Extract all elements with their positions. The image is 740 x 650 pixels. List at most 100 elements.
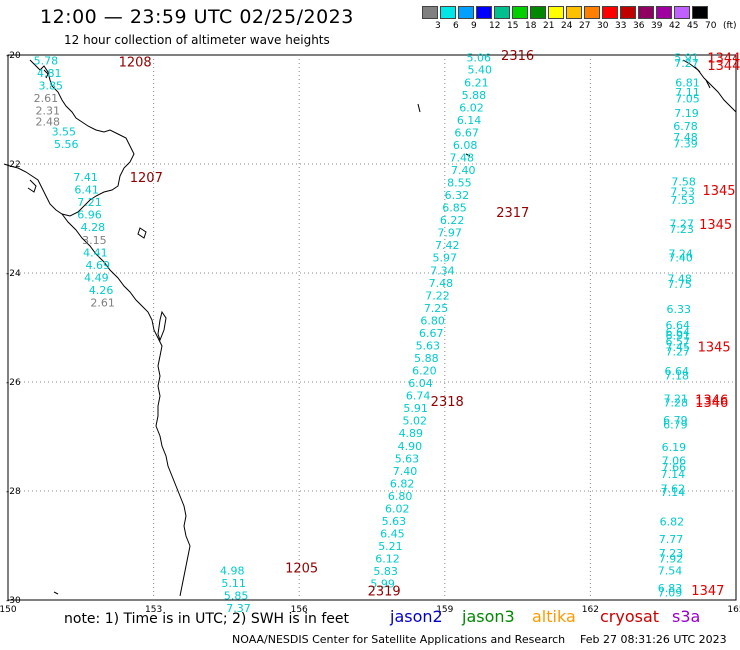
color-scale-label: 3 xyxy=(435,21,441,31)
color-scale-label: 12 xyxy=(489,21,501,31)
wave-height-value: 7.92 xyxy=(659,553,684,566)
island-fraser xyxy=(157,310,167,342)
wave-height-value: 4.98 xyxy=(220,565,245,578)
wave-height-value: 7.48 xyxy=(673,131,698,144)
wave-height-value: 7.77 xyxy=(659,533,684,546)
wave-height-value: 7.54 xyxy=(658,565,683,578)
lat-tick-label: -30 xyxy=(6,596,21,606)
satellite-legend-item: altika xyxy=(532,607,576,626)
australia-coastline-south xyxy=(61,213,191,597)
wave-height-value: 7.40 xyxy=(451,164,476,177)
wave-height-value: 6.32 xyxy=(445,189,470,202)
wave-height-value: 5.40 xyxy=(467,64,492,77)
wave-height-value: 7.27 xyxy=(674,57,699,70)
islet-1 xyxy=(417,103,421,113)
color-swatch xyxy=(602,6,618,19)
wave-height-value: 6.80 xyxy=(420,314,445,327)
wave-height-value: 6.82 xyxy=(660,516,685,529)
wave-height-value: 4.26 xyxy=(89,284,114,297)
lon-tick-label: 156 xyxy=(291,605,308,615)
color-swatch xyxy=(422,6,438,19)
color-swatch xyxy=(476,6,492,19)
wave-height-value: 5.78 xyxy=(34,54,59,67)
wave-height-value: 7.41 xyxy=(73,171,98,184)
pass-time-label: 2317 xyxy=(496,206,529,221)
wave-height-value: 6.78 xyxy=(673,120,698,133)
color-swatch xyxy=(494,6,510,19)
pass-time-label: 1346 xyxy=(695,393,728,408)
wave-height-value: 7.58 xyxy=(671,175,696,188)
wave-height-value: 7.21 xyxy=(77,196,102,209)
wave-height-value: 5.21 xyxy=(378,540,403,553)
color-swatch xyxy=(458,6,474,19)
pass-time-label: 1347 xyxy=(691,584,724,599)
lat-tick-label: -28 xyxy=(6,487,21,497)
wave-height-value: 6.04 xyxy=(408,377,433,390)
wave-height-value: 7.19 xyxy=(674,107,699,120)
wave-height-value: 6.45 xyxy=(380,528,405,541)
wave-height-value: 3.15 xyxy=(82,234,107,247)
wave-height-value: 6.82 xyxy=(390,477,415,490)
wave-height-value: 6.19 xyxy=(662,441,687,454)
color-swatch xyxy=(656,6,672,19)
wave-height-value: 6.02 xyxy=(459,101,484,114)
wave-height-value: 6.02 xyxy=(385,502,410,515)
wave-height-value: 6.41 xyxy=(74,184,99,197)
wave-height-value: 5.91 xyxy=(403,402,428,415)
wave-height-value: 6.22 xyxy=(440,214,465,227)
wave-height-value: 6.79 xyxy=(663,414,688,427)
pass-time-label: 2319 xyxy=(368,585,401,600)
color-scale-label: 42 xyxy=(669,21,681,31)
pass-time-label: 1208 xyxy=(119,56,152,71)
color-swatch xyxy=(584,6,600,19)
pass-time-label: 1345 xyxy=(702,184,735,199)
wave-height-value: 7.28 xyxy=(664,397,689,410)
color-swatch xyxy=(548,6,564,19)
wave-height-value: 6.96 xyxy=(77,209,102,222)
lat-tick-label: -22 xyxy=(6,160,21,170)
islet-2 xyxy=(465,153,471,157)
wave-height-value: 6.33 xyxy=(666,303,691,316)
wave-height-value: 2.31 xyxy=(36,105,61,118)
pass-time-label: 1205 xyxy=(285,561,318,576)
wave-height-value: 6.79 xyxy=(663,419,688,432)
pass-time-label: 1344 xyxy=(707,52,740,67)
wave-height-value: 5.83 xyxy=(373,565,398,578)
wave-height-value: 7.53 xyxy=(670,185,695,198)
new-caledonia xyxy=(682,59,737,113)
wave-height-value: 2.61 xyxy=(34,92,59,105)
wave-height-value: 6.08 xyxy=(453,139,478,152)
wave-height-value: 7.45 xyxy=(666,341,691,354)
color-scale-label: 6 xyxy=(453,21,459,31)
color-scale-label: 70 xyxy=(705,21,717,31)
wave-height-value: 4.81 xyxy=(37,67,62,80)
map-subtitle: 12 hour collection of altimeter wave hei… xyxy=(64,33,330,47)
wave-height-value: 5.88 xyxy=(414,352,439,365)
wave-height-value: 6.14 xyxy=(457,114,482,127)
color-scale-label: 45 xyxy=(687,21,699,31)
wave-height-value: 5.91 xyxy=(674,52,699,65)
color-scale-label: 30 xyxy=(597,21,609,31)
wave-height-value: 6.64 xyxy=(665,365,690,378)
wave-height-value: 5.85 xyxy=(224,590,249,603)
wave-height-value: 7.48 xyxy=(450,151,475,164)
lon-tick-label: 162 xyxy=(582,605,599,615)
pass-time-label: 1346 xyxy=(695,396,728,411)
wave-height-value: 7.14 xyxy=(661,468,686,481)
wave-height-value: 2.61 xyxy=(90,296,115,309)
wave-height-value: 5.63 xyxy=(382,515,407,528)
wave-height-value: 5.99 xyxy=(370,578,395,591)
wave-height-value: 7.25 xyxy=(424,302,449,315)
pass-time-label: 1344 xyxy=(707,59,740,74)
wave-height-value: 4.90 xyxy=(398,440,423,453)
color-swatch xyxy=(638,6,654,19)
wave-height-value: 7.27 xyxy=(669,217,694,230)
wave-height-value: 7.62 xyxy=(661,482,686,495)
color-scale-label: 9 xyxy=(471,21,477,31)
wave-height-value: 6.85 xyxy=(442,202,467,215)
wave-height-value: 6.64 xyxy=(666,319,691,332)
wave-height-value: 4.41 xyxy=(83,246,108,259)
wave-height-value: 6.83 xyxy=(658,582,683,595)
wave-height-value: 7.48 xyxy=(667,272,692,285)
wave-height-value: 5.97 xyxy=(433,252,458,265)
